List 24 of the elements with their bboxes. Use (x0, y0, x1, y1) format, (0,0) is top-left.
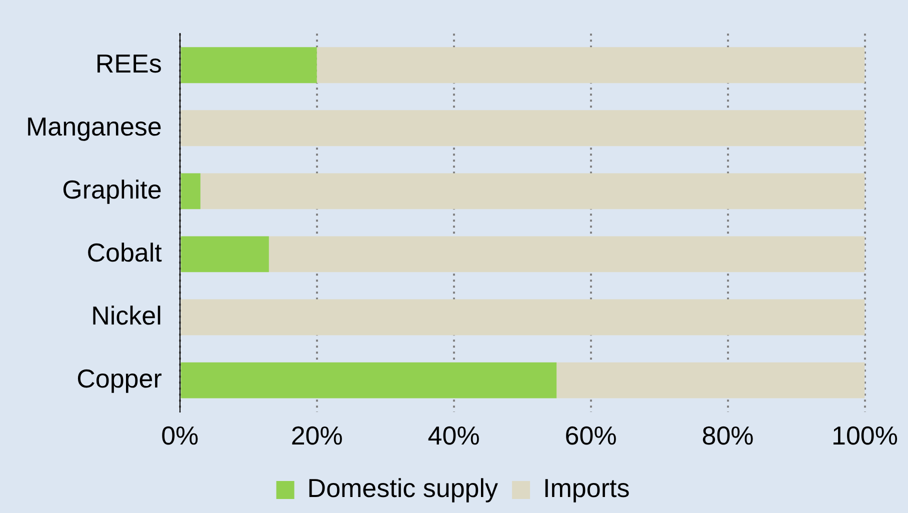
legend-label: Domestic supply (307, 473, 498, 504)
y-tick-label: Copper (76, 363, 162, 394)
bar (180, 47, 317, 84)
bar (180, 236, 269, 272)
x-tick-label: 40% (428, 420, 480, 451)
x-tick-label: 60% (564, 420, 617, 451)
x-tick-label: 80% (702, 420, 754, 451)
bar (316, 47, 865, 84)
x-tick-label: 0% (161, 420, 199, 451)
y-tick-label: Cobalt (86, 237, 163, 268)
y-tick-label: Manganese (26, 111, 162, 142)
x-tick-label: 100% (832, 420, 898, 451)
y-tick-label: REEs (95, 48, 162, 78)
bar (556, 362, 865, 398)
x-tick-label: 20% (290, 420, 343, 451)
bar (180, 173, 200, 210)
bar (180, 299, 865, 336)
legend-label: Imports (543, 473, 630, 504)
y-tick-label: Graphite (62, 174, 162, 204)
bar (180, 110, 865, 146)
y-tick-label: Nickel (91, 300, 162, 330)
bar (180, 362, 557, 398)
bar (268, 236, 865, 272)
bar (200, 173, 865, 210)
